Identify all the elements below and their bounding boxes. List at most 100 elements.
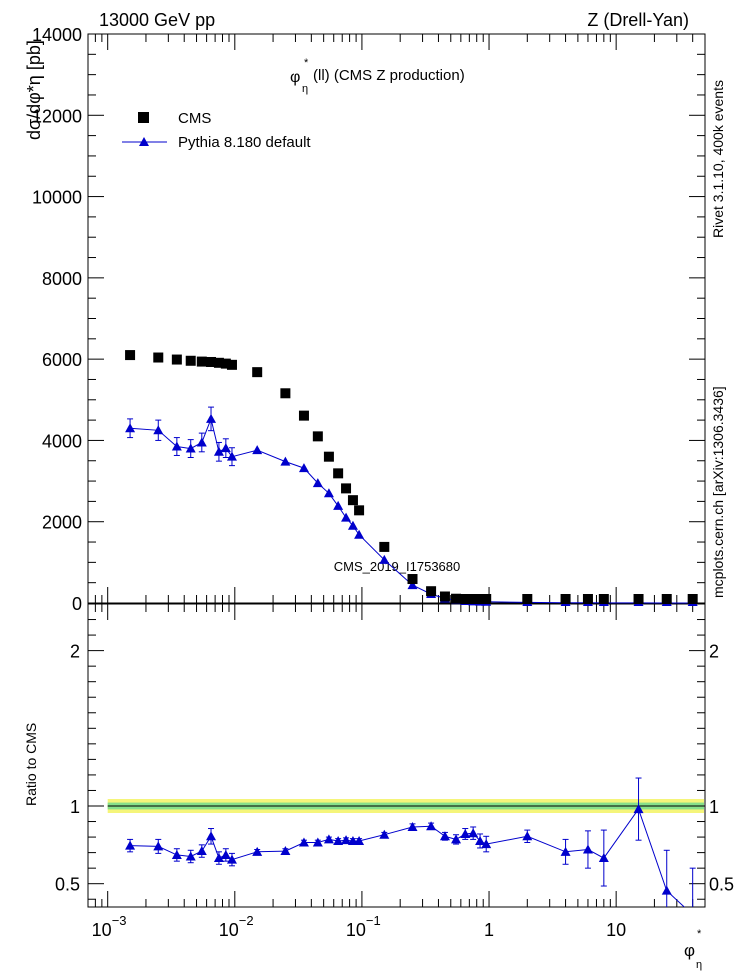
- pythia-point: [333, 500, 344, 510]
- cms-point: [185, 355, 196, 366]
- pythia-point: [354, 529, 365, 539]
- header-left: 13000 GeV pp: [99, 10, 215, 30]
- xtick-label-exp: −2: [239, 913, 254, 928]
- ratio-point: [379, 829, 390, 839]
- title-phi: φ: [290, 69, 300, 86]
- cms-point: [213, 357, 224, 368]
- bottom-ytick-label: 2: [70, 642, 80, 662]
- x-axis-label: φ * η: [684, 928, 702, 971]
- xlabel-phi: φ: [684, 941, 695, 960]
- cms-point: [439, 591, 450, 602]
- top-ytick-label: 0: [72, 594, 82, 614]
- cms-point: [125, 350, 136, 361]
- title-star: *: [304, 57, 309, 69]
- cms-point: [347, 495, 358, 506]
- pythia-point: [171, 441, 182, 451]
- cms-point: [171, 354, 182, 365]
- ratio-point: [280, 846, 291, 856]
- ratio-point: [354, 835, 365, 845]
- top-ytick-label: 8000: [42, 269, 82, 289]
- xlabel-star: *: [697, 928, 702, 940]
- title-rest: (ll) (CMS Z production): [313, 67, 465, 84]
- ratio-point: [213, 853, 224, 863]
- pythia-point: [298, 463, 309, 473]
- ratio-point: [323, 834, 334, 844]
- xtick-label-exp: −1: [366, 913, 381, 928]
- xtick-label-base: 10: [92, 920, 112, 940]
- ratio-point: [252, 846, 263, 856]
- pythia-point: [196, 437, 207, 447]
- cms-point: [220, 358, 231, 369]
- pythia-point: [153, 425, 164, 435]
- ratio-point: [475, 835, 486, 845]
- header-right: Z (Drell-Yan): [587, 10, 689, 30]
- cms-point: [460, 594, 471, 604]
- xtick-label-base: 1: [484, 920, 494, 940]
- ratio-point: [439, 831, 450, 841]
- ratio-point: [171, 849, 182, 859]
- cms-point: [522, 594, 533, 604]
- pythia-point: [213, 446, 224, 456]
- pythia-point: [407, 580, 418, 590]
- pythia-point: [252, 445, 263, 455]
- ratio-point: [481, 839, 492, 849]
- legend-cms-label: CMS: [178, 110, 211, 127]
- cms-point: [341, 483, 352, 494]
- axes: 0 2000 4000 6000 8000 10000 12000 14000 0.5 0.5 1 1…: [32, 25, 734, 940]
- legend: CMS Pythia 8.180 default: [122, 110, 311, 151]
- legend-pythia-label: Pythia 8.180 default: [178, 134, 311, 151]
- top-ytick-label: 2000: [42, 513, 82, 533]
- mcplots-label: mcplots.cern.ch [arXiv:1306.3436]: [710, 386, 726, 598]
- watermark: CMS_2019_I1753680: [334, 559, 461, 574]
- plot-title: φ * η (ll) (CMS Z production): [290, 57, 465, 95]
- pythia-point: [220, 443, 231, 453]
- xtick-label: 1: [484, 920, 494, 940]
- cms-point: [354, 505, 365, 516]
- top-ytick-label: 6000: [42, 350, 82, 370]
- cms-point: [206, 356, 217, 367]
- cms-point: [196, 356, 207, 367]
- cms-point: [252, 367, 263, 378]
- ratio-point: [582, 844, 593, 854]
- bottom-ytick-label-right: 2: [709, 642, 719, 662]
- xtick-label: 10 −1: [346, 913, 381, 940]
- cms-point: [298, 410, 309, 421]
- cms-point: [312, 431, 323, 442]
- pythia-point: [206, 413, 217, 423]
- ratio-point: [560, 846, 571, 856]
- xlabel-eta: η: [696, 959, 702, 971]
- top-ytick-label: 4000: [42, 431, 82, 451]
- pythia-point: [341, 512, 352, 522]
- ratio-point: [598, 853, 609, 863]
- ratio-point: [312, 837, 323, 847]
- cms-point: [451, 593, 462, 604]
- cms-point: [598, 594, 609, 604]
- bottom-ytick-label: 1: [70, 797, 80, 817]
- cms-point: [407, 574, 418, 585]
- cms-point: [661, 594, 672, 604]
- cms-point: [153, 352, 164, 363]
- ratio-point: [298, 837, 309, 847]
- legend-cms-marker: [138, 112, 149, 123]
- xtick-label-exp: −3: [112, 913, 127, 928]
- xtick-label: 10 −3: [92, 913, 127, 940]
- pythia-point: [226, 451, 237, 461]
- pythia-point: [185, 443, 196, 453]
- ratio-point: [206, 831, 217, 841]
- cms-point: [560, 594, 571, 604]
- ratio-point: [125, 840, 136, 850]
- xtick-label-base: 10: [346, 920, 366, 940]
- ratio-point: [451, 834, 462, 844]
- pythia-point: [125, 423, 136, 433]
- ratio-point: [185, 851, 196, 861]
- bottom-panel-frame: [87, 603, 706, 908]
- ratio-point: [522, 831, 533, 841]
- ratio-point: [226, 854, 237, 864]
- ratio-point: [341, 835, 352, 845]
- cms-point: [426, 586, 437, 597]
- data-points: [125, 350, 698, 907]
- rivet-label: Rivet 3.1.10, 400k events: [710, 80, 726, 238]
- pythia-point: [312, 478, 323, 488]
- top-ytick-label: 14000: [32, 25, 82, 45]
- pythia-point: [280, 456, 291, 466]
